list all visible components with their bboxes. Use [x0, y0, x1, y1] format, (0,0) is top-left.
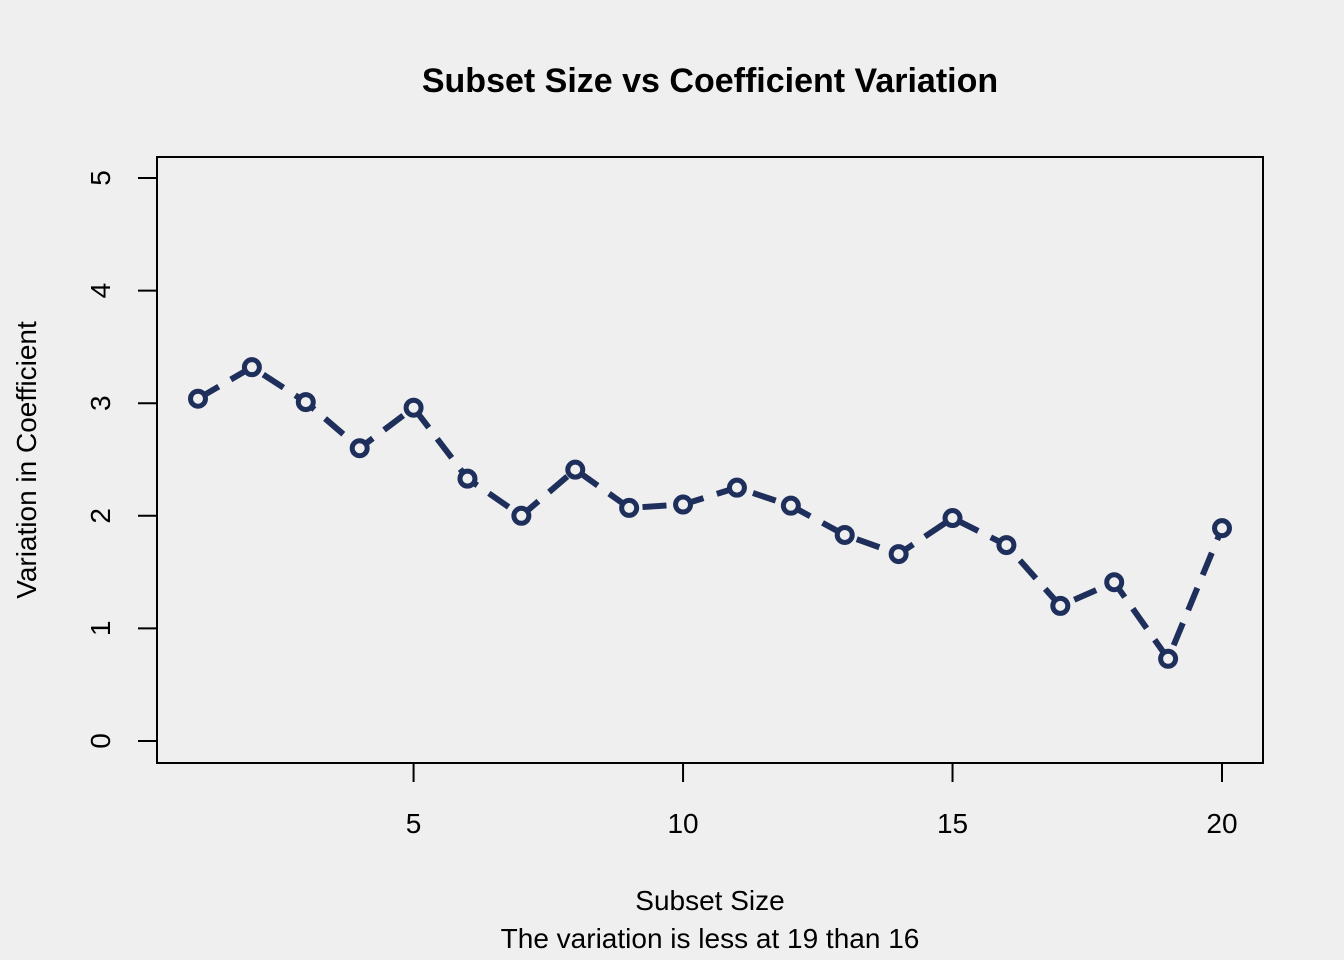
series-line — [196, 364, 1225, 662]
x-tick-label: 15 — [937, 808, 968, 839]
data-point — [888, 544, 909, 565]
plot-frame — [156, 156, 1264, 764]
x-tick-label: 10 — [667, 808, 698, 839]
x-axis-title: Subset Size — [635, 885, 784, 916]
data-point — [942, 508, 963, 529]
data-point — [295, 392, 316, 413]
data-point — [241, 357, 262, 378]
y-axis-title: Variation in Coefficient — [11, 321, 42, 599]
x-tick-label: 5 — [406, 808, 422, 839]
y-tick-label: 5 — [85, 170, 116, 186]
data-point — [619, 497, 640, 518]
data-points — [188, 357, 1232, 669]
y-axis: 0 1 2 3 4 5 — [85, 170, 158, 749]
data-point — [188, 388, 208, 409]
data-point — [834, 524, 855, 545]
chart-title: Subset Size vs Coefficient Variation — [422, 62, 998, 100]
y-tick-label: 4 — [85, 283, 116, 299]
data-point — [996, 535, 1017, 556]
series-line-path — [196, 364, 1225, 662]
y-tick-label: 1 — [85, 621, 116, 637]
data-point — [565, 459, 586, 480]
data-point — [673, 494, 694, 515]
chart-subtitle: The variation is less at 19 than 16 — [501, 923, 920, 954]
data-point — [457, 468, 478, 489]
data-point — [1212, 518, 1232, 539]
x-tick-label: 20 — [1206, 808, 1237, 839]
x-axis: 5 10 15 20 — [406, 762, 1238, 839]
data-point — [780, 495, 801, 516]
data-point — [349, 438, 370, 459]
data-point — [1050, 595, 1071, 616]
data-point — [1104, 572, 1125, 593]
y-tick-label: 0 — [85, 733, 116, 749]
y-tick-label: 3 — [85, 395, 116, 411]
data-point — [726, 477, 747, 498]
data-point — [511, 505, 532, 526]
data-point — [403, 397, 424, 418]
data-point — [1158, 648, 1179, 669]
y-tick-label: 2 — [85, 508, 116, 524]
